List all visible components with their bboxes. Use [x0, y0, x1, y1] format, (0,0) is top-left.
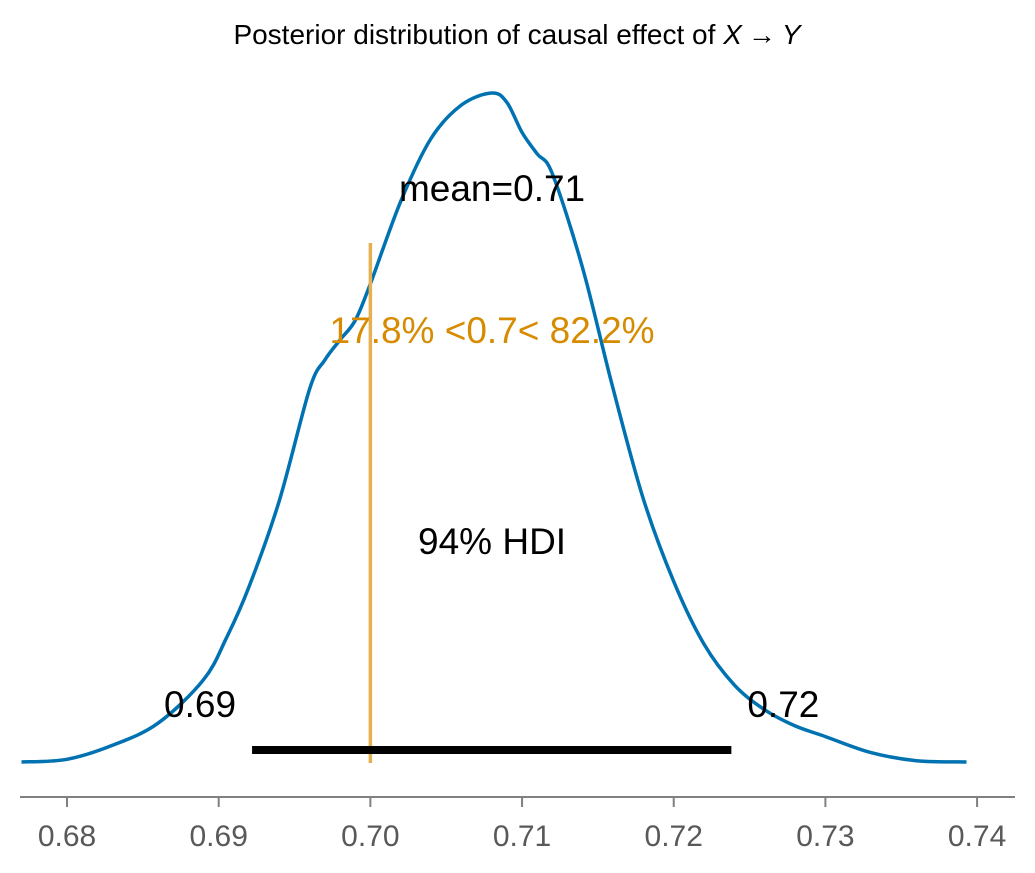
mean-label: mean=0.71	[399, 168, 585, 209]
x-tick-label: 0.71	[493, 820, 551, 853]
hdi-upper-label: 0.72	[747, 684, 819, 725]
x-tick-label: 0.73	[796, 820, 854, 853]
title-arrow: →	[748, 19, 776, 50]
hdi-lower-label: 0.69	[164, 684, 236, 725]
x-tick-label: 0.74	[948, 820, 1006, 853]
x-tick-label: 0.68	[38, 820, 96, 853]
density-curve	[21, 91, 967, 764]
x-axis-ticks: 0.68 0.69 0.70 0.71 0.72 0.73 0.74	[38, 797, 1006, 853]
chart-title: Posterior distribution of causal effect …	[233, 19, 802, 50]
reference-label: 17.8% <0.7< 82.2%	[330, 310, 655, 351]
hdi-label: 94% HDI	[418, 521, 566, 562]
x-tick-label: 0.70	[341, 820, 399, 853]
x-tick-label: 0.72	[645, 820, 703, 853]
title-var-x: X	[722, 19, 743, 50]
title-prefix: Posterior distribution of causal effect …	[233, 19, 723, 50]
x-tick-label: 0.69	[190, 820, 248, 853]
title-var-y: Y	[782, 19, 803, 50]
